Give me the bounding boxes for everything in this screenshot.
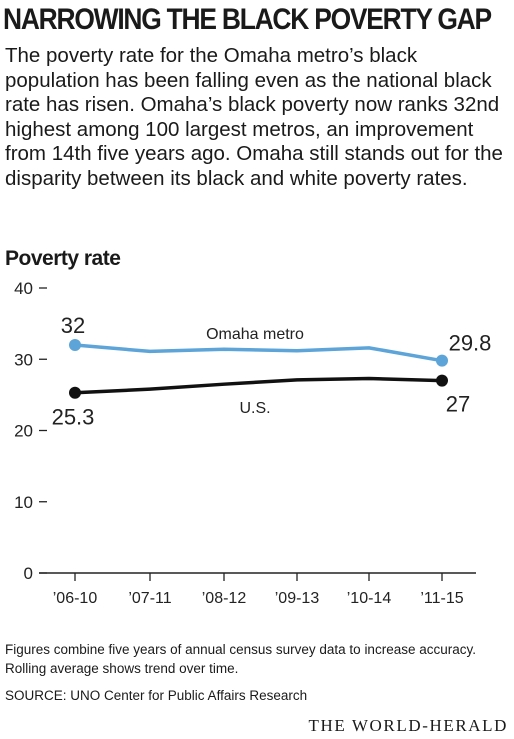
chart-notes: Figures combine five years of annual cen… xyxy=(5,642,476,676)
publisher-credit: THE WORLD-HERALD xyxy=(308,716,508,735)
series-name-label: U.S. xyxy=(239,400,270,417)
series-end-point xyxy=(436,354,448,367)
series-start-point xyxy=(69,386,81,399)
series-end-point xyxy=(436,374,448,387)
x-tick-label: ’09-13 xyxy=(275,590,320,607)
y-tick-label: 10 xyxy=(14,493,33,512)
x-tick-label: ’11-15 xyxy=(420,590,463,607)
x-tick-label: ’08-12 xyxy=(202,590,247,607)
data-label-start: 25.3 xyxy=(52,405,95,430)
y-tick-label: 40 xyxy=(14,279,33,298)
poverty-rate-chart: 0 10 20 30 40 ’06-10 ’07-11 ’08-12 ’09-13 ’10-14 ’… xyxy=(14,279,492,607)
x-tick-label: ’10-14 xyxy=(347,590,392,607)
series-start-point xyxy=(69,339,81,351)
y-tick-label: 0 xyxy=(24,564,33,583)
y-tick-label: 20 xyxy=(14,422,33,441)
data-label-start: 32 xyxy=(61,313,85,338)
series-line xyxy=(74,376,443,395)
x-tick-label: ’06-10 xyxy=(53,590,98,607)
source-line: SOURCE: UNO Center for Public Affairs Re… xyxy=(5,688,308,703)
series-line xyxy=(74,343,443,363)
x-tick-label: ’07-11 xyxy=(128,590,171,607)
headline: NARROWING THE BLACK POVERTY GAP xyxy=(3,3,492,36)
data-label-end: 27 xyxy=(446,392,470,417)
chart-label: Poverty rate xyxy=(5,247,121,270)
dek-text: The poverty rate for the Omaha metro’s b… xyxy=(5,44,503,190)
y-tick-label: 30 xyxy=(14,350,33,369)
series-name-label: Omaha metro xyxy=(206,326,304,343)
data-label-end: 29.8 xyxy=(449,331,492,356)
